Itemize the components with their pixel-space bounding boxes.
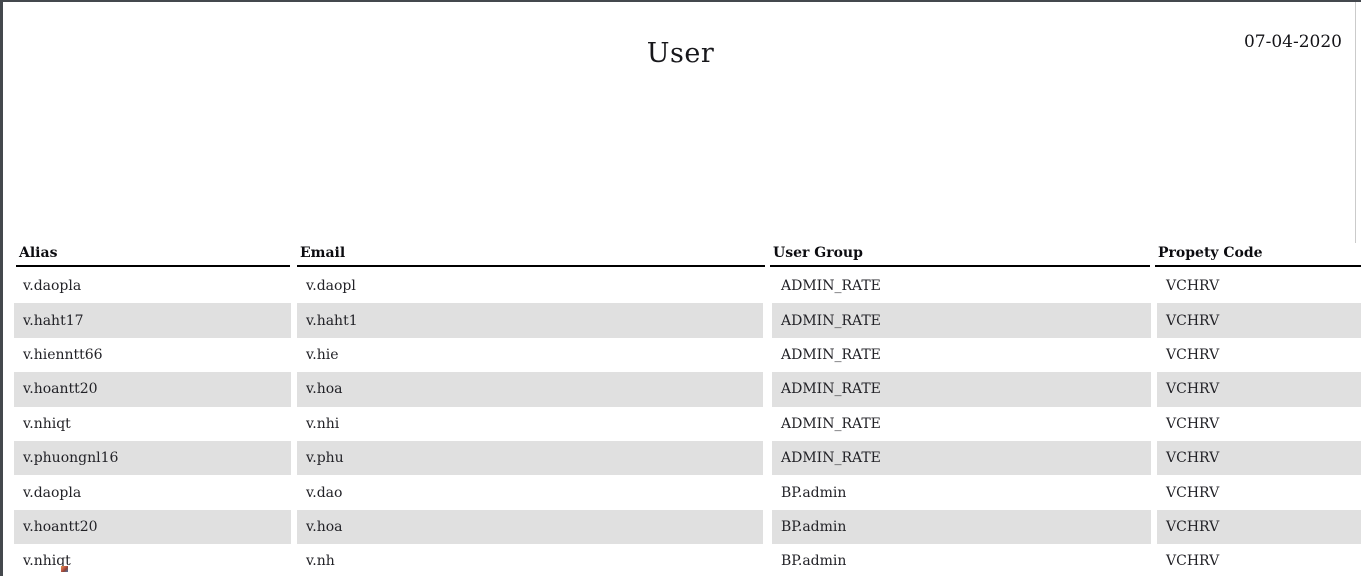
cell-property-code: VCHRV xyxy=(1157,509,1361,545)
cell-property-code: VCHRV xyxy=(1166,415,1220,432)
cell-property-code: VCHRV xyxy=(1157,303,1361,338)
page-title: User xyxy=(646,38,715,69)
table-row: v.haht17 v.haht1 ADMIN_RATE VCHRV xyxy=(0,303,1361,338)
column-header-user-group: User Group xyxy=(770,241,1150,267)
cut-off-image-artifact xyxy=(61,566,68,572)
table-header-row: Alias Email User Group Propety Code xyxy=(0,241,1361,267)
cell-email: v.hoa xyxy=(297,509,763,545)
cell-user-group: ADMIN_RATE xyxy=(781,346,881,363)
cell-alias: v.phuongnl16 xyxy=(14,440,291,476)
table-row: v.hoantt20 v.hoa ADMIN_RATE VCHRV xyxy=(0,372,1361,407)
column-header-property-code: Propety Code xyxy=(1155,241,1361,267)
cell-email: v.hie xyxy=(306,346,339,363)
cell-property-code: VCHRV xyxy=(1157,372,1361,407)
column-header-alias: Alias xyxy=(16,241,290,267)
window-left-border xyxy=(0,0,3,576)
window-top-border xyxy=(0,0,1361,2)
table-row: v.daopla v.dao BP.admin VCHRV xyxy=(0,475,1361,509)
cell-email: v.nh xyxy=(306,553,335,570)
cell-alias: v.daopla xyxy=(23,278,82,295)
table-row: v.hienntt66 v.hie ADMIN_RATE VCHRV xyxy=(0,338,1361,372)
column-header-email: Email xyxy=(297,241,765,267)
cell-alias: v.hoantt20 xyxy=(14,372,291,407)
cell-alias: v.daopla xyxy=(23,484,82,501)
cell-property-code: VCHRV xyxy=(1157,440,1361,476)
cell-property-code: VCHRV xyxy=(1166,484,1220,501)
cell-email: v.nhi xyxy=(306,415,340,432)
table-row: v.daopla v.daopl ADMIN_RATE VCHRV xyxy=(0,269,1361,303)
cell-user-group: ADMIN_RATE xyxy=(781,278,881,295)
cell-user-group: ADMIN_RATE xyxy=(781,415,881,432)
cell-property-code: VCHRV xyxy=(1166,346,1220,363)
cell-property-code: VCHRV xyxy=(1166,278,1220,295)
cell-email: v.dao xyxy=(306,484,343,501)
cell-email: v.hoa xyxy=(297,372,763,407)
cell-property-code: VCHRV xyxy=(1166,553,1220,570)
table-row: v.nhiqt v.nhi ADMIN_RATE VCHRV xyxy=(0,407,1361,441)
cell-alias: v.nhiqt xyxy=(23,553,71,570)
cell-user-group: BP.admin xyxy=(781,484,847,501)
cell-user-group: ADMIN_RATE xyxy=(772,440,1151,476)
report-date: 07-04-2020 xyxy=(1243,32,1342,52)
cell-alias: v.haht17 xyxy=(14,303,291,338)
cell-user-group: BP.admin xyxy=(772,509,1151,545)
cell-user-group: BP.admin xyxy=(781,553,847,570)
cell-user-group: ADMIN_RATE xyxy=(772,303,1151,338)
cell-alias: v.hienntt66 xyxy=(23,346,103,363)
table-row: v.hoantt20 v.hoa BP.admin VCHRV xyxy=(0,509,1361,545)
page-right-edge-line xyxy=(1355,2,1356,243)
cell-user-group: ADMIN_RATE xyxy=(772,372,1151,407)
table-body: v.daopla v.daopl ADMIN_RATE VCHRV v.haht… xyxy=(0,269,1361,576)
cell-alias: v.hoantt20 xyxy=(14,509,291,545)
cell-email: v.phu xyxy=(297,440,763,476)
cell-email: v.haht1 xyxy=(297,303,763,338)
cell-email: v.daopl xyxy=(306,278,356,295)
cell-alias: v.nhiqt xyxy=(23,415,71,432)
table-row: v.nhiqt v.nh BP.admin VCHRV xyxy=(0,544,1361,576)
table-row: v.phuongnl16 v.phu ADMIN_RATE VCHRV xyxy=(0,440,1361,476)
